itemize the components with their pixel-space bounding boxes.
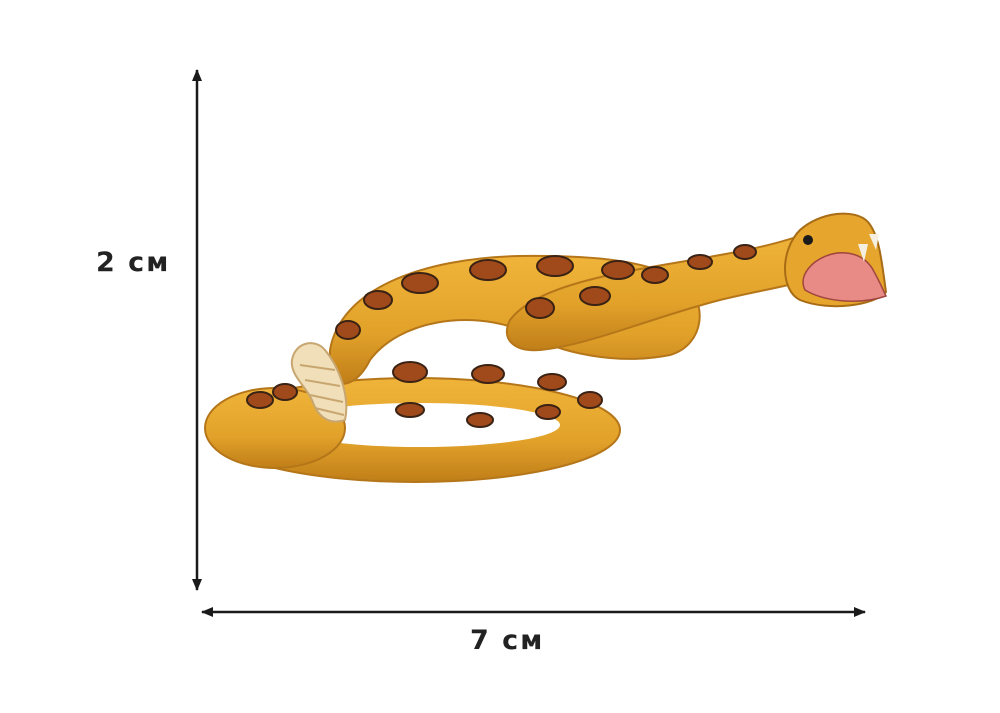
- height-dimension-label: 2 см: [96, 247, 171, 278]
- width-dimension-label: 7 см: [470, 625, 545, 656]
- snake-body: [204, 212, 888, 483]
- snake-pattern-spots: [246, 244, 757, 428]
